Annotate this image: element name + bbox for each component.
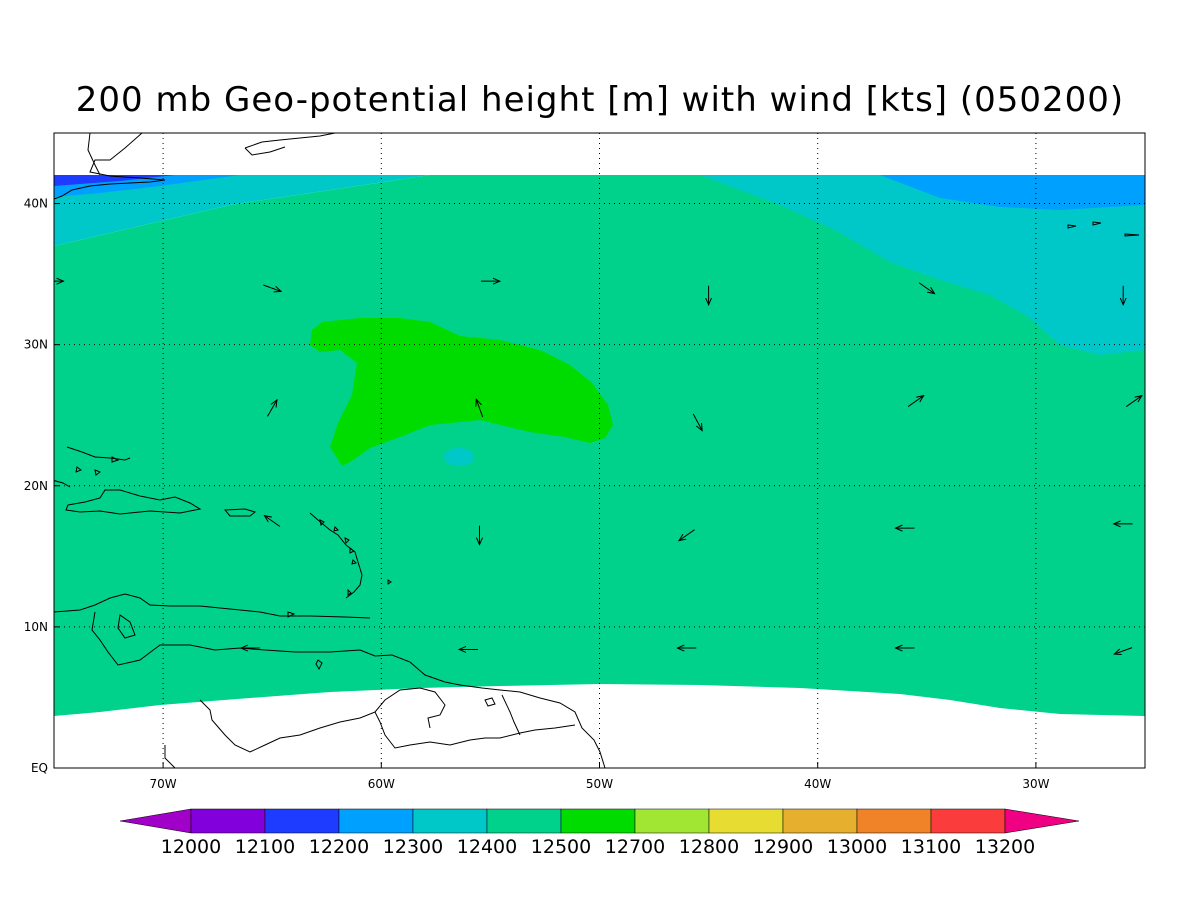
gridlines <box>54 133 1145 768</box>
colorbar-segment <box>782 808 858 834</box>
contour-fill-12300 <box>54 175 430 246</box>
colorbar-segment <box>338 808 414 834</box>
colorbar-segment <box>930 808 1006 834</box>
colorbar-label: 12800 <box>679 836 739 858</box>
tick-label-lat: 40N <box>24 197 48 211</box>
wind-vector <box>679 529 695 541</box>
colorbar-segment <box>190 808 266 834</box>
colorbar-segment <box>634 808 710 834</box>
colorbar-label: 12100 <box>235 836 295 858</box>
map-plot-area <box>54 133 1145 768</box>
wind-vector <box>476 399 484 418</box>
colorbar-label: 12400 <box>457 836 517 858</box>
colorbar: 12000 12100 12200 12300 12400 12500 12700 12800… <box>119 808 1080 858</box>
colorbar-segment <box>856 808 932 834</box>
tick-label-lat: 20N <box>24 479 48 493</box>
tick-label-lat: 10N <box>24 620 48 634</box>
chart-title: 200 mb Geo-potential height [m] with win… <box>75 80 1125 120</box>
tick-label-lat: EQ <box>31 761 48 775</box>
wind-vector <box>264 516 281 527</box>
colorbar-segment <box>708 808 784 834</box>
colorbar-label: 12000 <box>161 836 221 858</box>
tick-label-lat: 30N <box>24 338 48 352</box>
tick-label-lon: 40W <box>804 777 831 791</box>
contour-fill-12400 <box>54 175 1145 716</box>
colorbar-high-arrow <box>1004 808 1080 834</box>
colorbar-label: 12200 <box>309 836 369 858</box>
coastlines <box>54 133 606 768</box>
contour-fill-12400-small <box>444 448 474 466</box>
small-islands <box>75 221 1140 671</box>
colorbar-label: 12300 <box>383 836 443 858</box>
tick-label-lon: 60W <box>368 777 395 791</box>
tick-label-lon: 30W <box>1022 777 1049 791</box>
wind-vectors <box>54 281 1142 654</box>
contour-fill-12100-nw <box>54 175 175 186</box>
contour-fill-12300-ne <box>700 175 1145 355</box>
colorbar-segment <box>486 808 562 834</box>
tick-label-lon: 50W <box>586 777 613 791</box>
tick-label-lon: 70W <box>150 777 177 791</box>
colorbar-low-arrow <box>119 808 192 834</box>
colorbar-label: 13200 <box>975 836 1035 858</box>
wind-vector <box>263 284 281 291</box>
wind-vector <box>918 282 935 294</box>
wind-vector <box>907 396 924 407</box>
axis-labels: 70W 60W 50W 40W 30W EQ 10N 20N 30N 40N <box>24 197 1050 791</box>
colorbar-label: 13000 <box>827 836 887 858</box>
wind-vector <box>1126 396 1142 407</box>
wind-vector <box>1114 647 1133 654</box>
colorbar-segment <box>264 808 340 834</box>
colorbar-label: 12900 <box>753 836 813 858</box>
wind-vector <box>692 413 702 431</box>
colorbar-segment <box>412 808 488 834</box>
contour-fill-12200-ne <box>880 175 1145 210</box>
colorbar-label: 13100 <box>901 836 961 858</box>
contour-fill-12500 <box>310 318 613 466</box>
colorbar-segment <box>560 808 636 834</box>
colorbar-label: 12700 <box>605 836 665 858</box>
colorbar-label: 12500 <box>531 836 591 858</box>
wind-vector <box>267 400 277 417</box>
